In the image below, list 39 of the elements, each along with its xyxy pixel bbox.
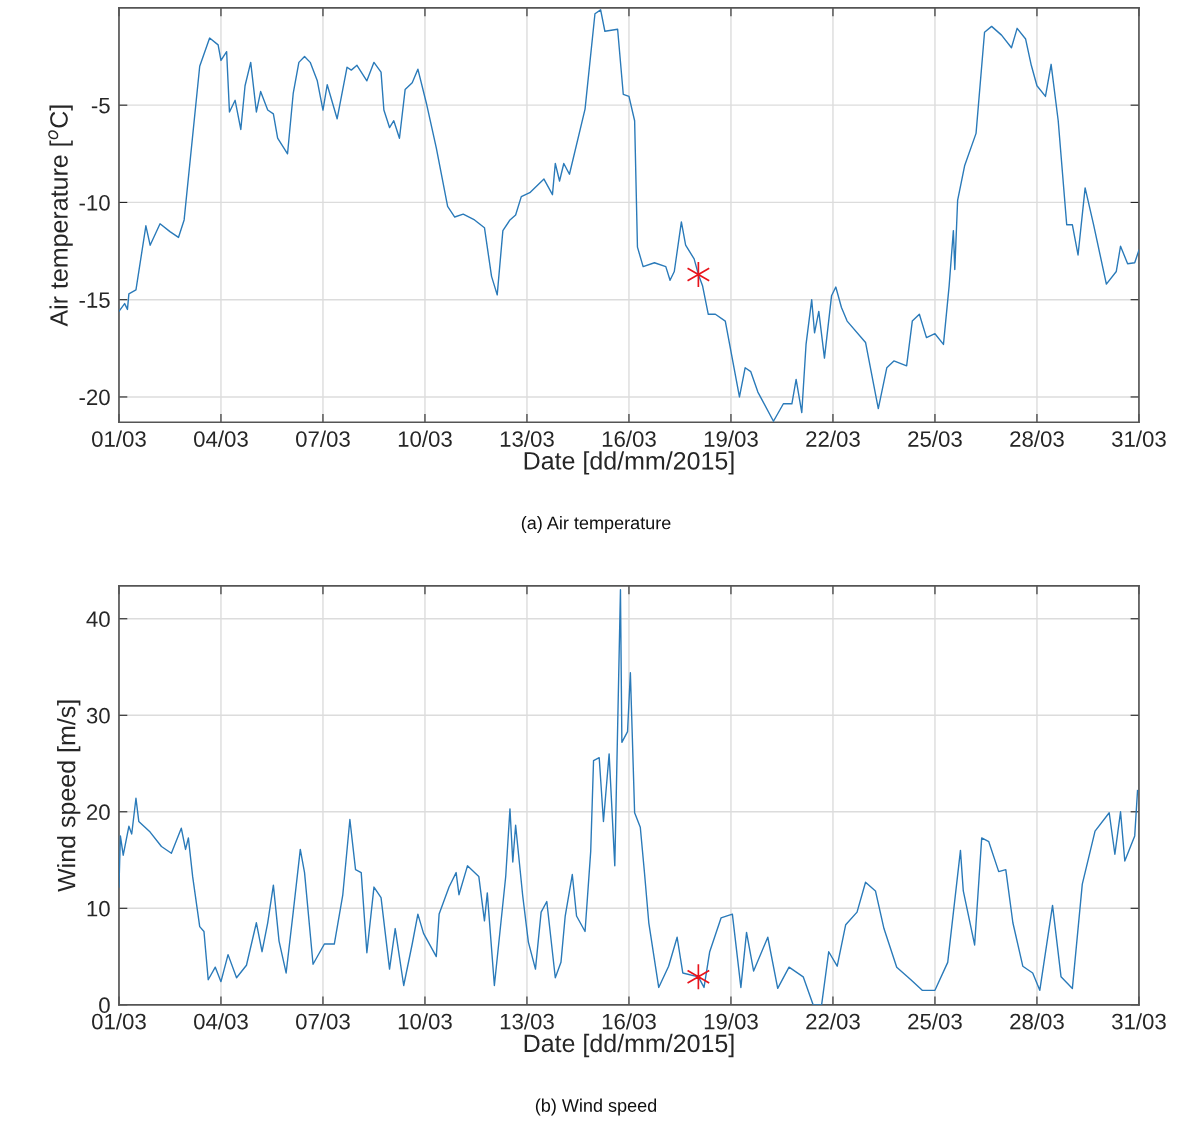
x-tick-label: 01/03 xyxy=(92,430,146,447)
x-tick-label: 22/03 xyxy=(806,1013,860,1030)
x-tick-label: 10/03 xyxy=(398,430,452,447)
x-tick-label: 19/03 xyxy=(704,430,758,447)
y-tick-label: 10 xyxy=(87,900,110,917)
y-tick-label: -10 xyxy=(79,194,110,211)
y-axis-title: Wind speed [m/s] xyxy=(57,700,81,892)
x-tick-label: 07/03 xyxy=(296,1013,350,1030)
x-tick-label: 04/03 xyxy=(194,1013,248,1030)
line-series xyxy=(118,589,1139,1005)
x-tick-label: 13/03 xyxy=(500,1013,554,1030)
x-tick-label: 25/03 xyxy=(908,1013,962,1030)
y-tick-label: 40 xyxy=(86,611,110,628)
x-tick-label: 28/03 xyxy=(1010,430,1064,447)
text: (a) Air temperature xyxy=(521,516,671,533)
x-tick-label: 19/03 xyxy=(704,1013,758,1030)
y-tick-label: -5 xyxy=(91,97,110,114)
x-tick-label: 16/03 xyxy=(602,430,656,447)
x-tick-label: 31/03 xyxy=(1112,1013,1166,1030)
text: (b) Wind speed xyxy=(535,1098,657,1116)
x-tick-label: 13/03 xyxy=(500,430,554,447)
x-tick-label: 16/03 xyxy=(602,1013,656,1030)
x-tick-label: 07/03 xyxy=(296,430,350,447)
x-tick-label: 28/03 xyxy=(1010,1013,1064,1030)
x-axis-title: Date [dd/mm/2015] xyxy=(524,1033,734,1058)
y-tick-label: -15 xyxy=(79,292,110,308)
line-series xyxy=(118,9,1139,422)
x-tick-label: 01/03 xyxy=(92,1013,146,1030)
x-tick-label: 22/03 xyxy=(806,430,860,447)
y-tick-label: 30 xyxy=(86,707,110,724)
x-tick-label: 10/03 xyxy=(398,1013,452,1030)
y-axis-title: Air temperature [$^{o}$C] xyxy=(48,105,73,327)
y-tick-label: -20 xyxy=(79,389,110,406)
x-axis-title: Date [dd/mm/2015] xyxy=(524,451,734,475)
x-tick-label: 04/03 xyxy=(194,430,248,447)
x-tick-label: 25/03 xyxy=(908,430,962,447)
x-tick-label: 31/03 xyxy=(1112,430,1166,447)
y-tick-label: 20 xyxy=(87,804,110,821)
y-tick-label: 0 xyxy=(99,997,110,1014)
